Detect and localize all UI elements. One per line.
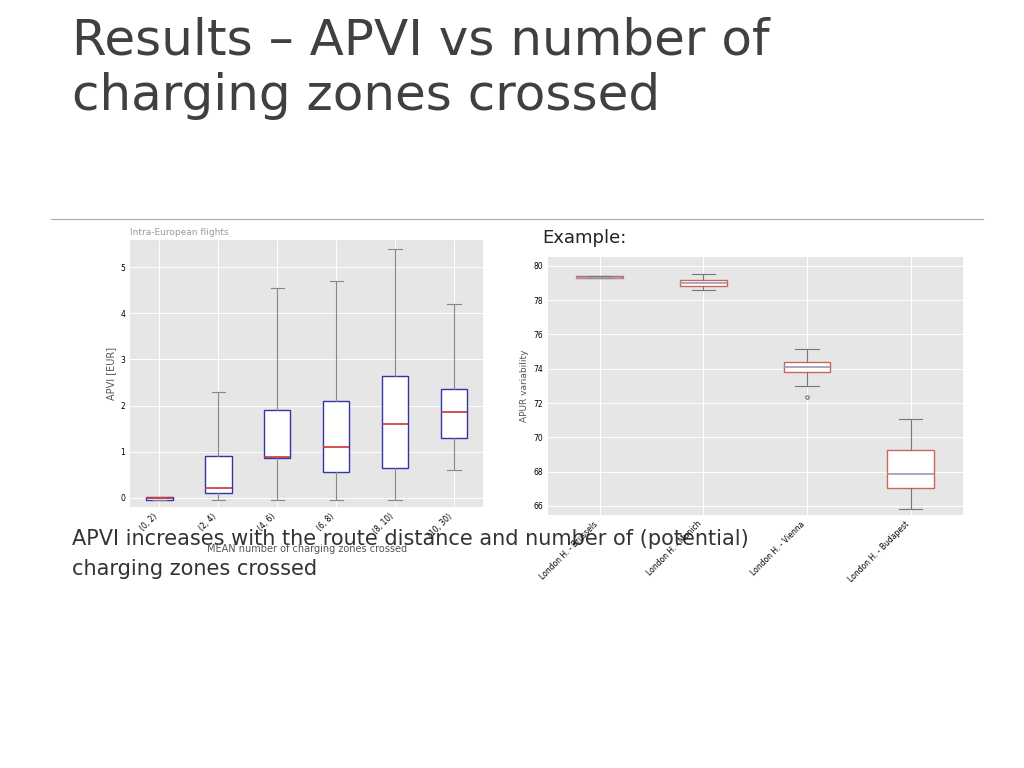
Text: Example:: Example: [543,229,627,247]
Text: Intra-European flights: Intra-European flights [130,228,228,237]
Text: Results – APVI vs number of
charging zones crossed: Results – APVI vs number of charging zon… [72,17,769,120]
Text: 11: 11 [953,736,973,750]
Y-axis label: APVI [EUR]: APVI [EUR] [106,346,116,400]
PathPatch shape [146,497,173,500]
PathPatch shape [680,280,727,286]
Text: APVI increases with the route distance and number of (potential)
charging zones : APVI increases with the route distance a… [72,529,749,579]
Y-axis label: APUR variability: APUR variability [520,349,529,422]
Text: PAVLOVIC / FICHERT - WORKSHOP FRAGMENTATION - BUDAPEST, 14/15 MAY 2019: PAVLOVIC / FICHERT - WORKSHOP FRAGMENTAT… [301,738,723,748]
X-axis label: MEAN number of charging zones crossed: MEAN number of charging zones crossed [207,544,407,554]
PathPatch shape [577,276,623,278]
PathPatch shape [888,450,934,488]
PathPatch shape [783,362,830,372]
PathPatch shape [323,401,349,472]
PathPatch shape [264,410,291,458]
PathPatch shape [440,389,467,438]
PathPatch shape [205,456,231,493]
PathPatch shape [382,376,409,468]
